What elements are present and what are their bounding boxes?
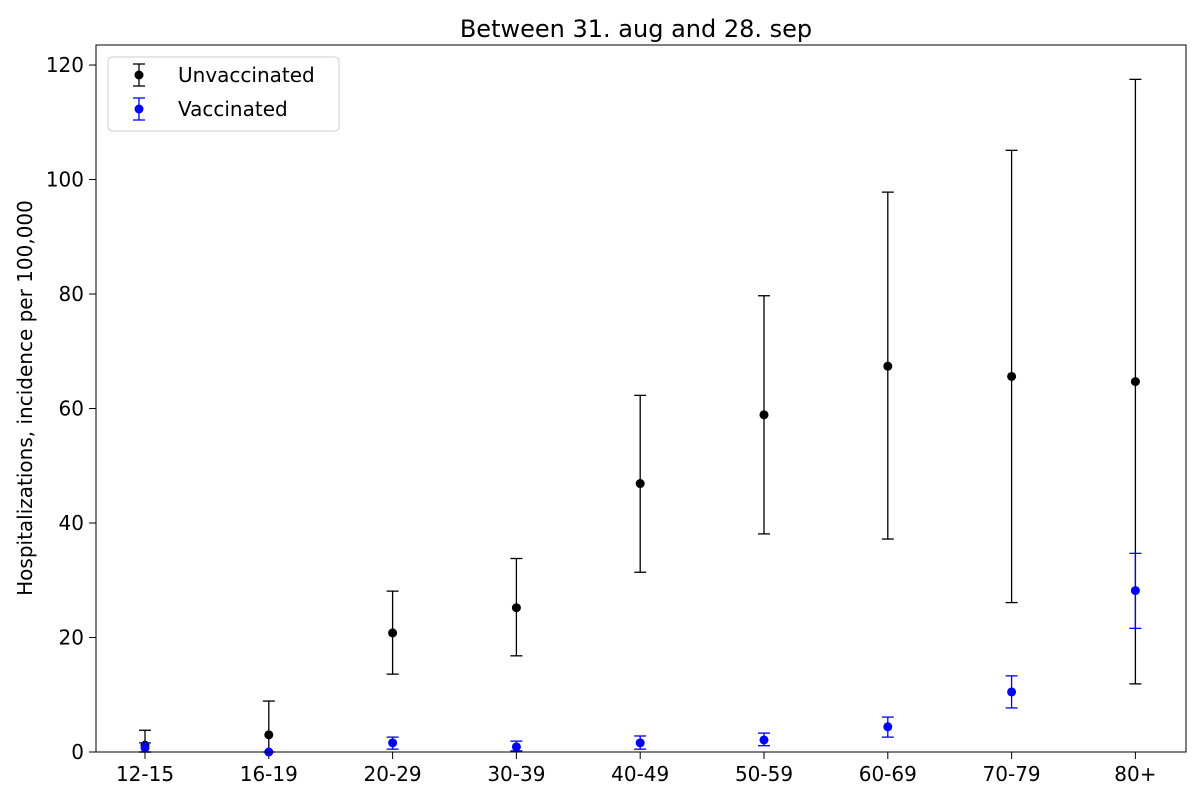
y-tick-label: 120 [46,53,84,77]
x-tick-label: 40-49 [611,762,669,786]
x-tick-label: 30-39 [487,762,545,786]
data-point [1130,586,1140,596]
legend-label: Vaccinated [178,97,288,121]
y-tick-label: 60 [59,397,84,421]
x-tick-label: 70-79 [983,762,1041,786]
x-tick-label: 50-59 [735,762,793,786]
legend: Unvaccinated Vaccinated [107,56,340,132]
data-point [388,628,398,638]
series-vaccinated [139,552,1142,757]
x-tick-label: 20-29 [364,762,422,786]
data-point [883,361,893,371]
series-unvaccinated [139,78,1142,753]
y-axis-label: Hospitalizations, incidence per 100,000 [13,200,37,596]
data-point [511,603,521,613]
data-point [635,738,645,748]
data-point [140,743,150,753]
data-point [1007,371,1017,381]
legend-marker-point [134,104,144,114]
plot-frame [95,44,1187,753]
data-point [1130,377,1140,387]
plot-area: 0 20 40 60 80 100 120 12-15 16-19 20-29 30-39 40-49… [46,53,1157,786]
data-point [1007,687,1017,697]
x-tick-label: 80+ [1114,762,1156,786]
x-tick-label: 12-15 [116,762,174,786]
y-tick-label: 40 [59,511,84,535]
y-tick-label: 100 [46,168,84,192]
data-point [759,410,769,420]
y-tick-label: 20 [59,626,84,650]
x-tick-label: 60-69 [859,762,917,786]
data-point [883,722,893,732]
chart-title: Between 31. aug and 28. sep [460,15,812,43]
y-tick-label: 80 [59,282,84,306]
data-point [759,735,769,745]
legend-marker-point [134,70,144,80]
legend-box [107,56,340,132]
data-point [388,738,398,748]
y-tick-label: 0 [71,740,84,764]
data-point [511,742,521,752]
data-point [264,730,274,740]
x-tick-label: 16-19 [240,762,298,786]
data-point [635,479,645,489]
legend-label: Unvaccinated [178,63,315,87]
